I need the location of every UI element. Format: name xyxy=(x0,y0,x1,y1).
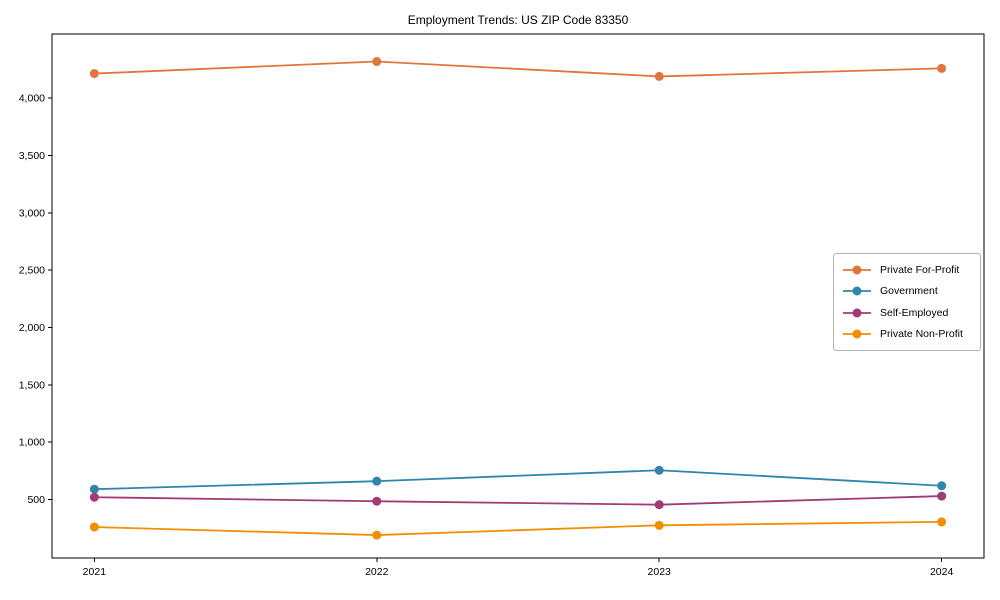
y-tick-label: 2,500 xyxy=(19,265,45,277)
x-tick-label: 2022 xyxy=(365,566,389,578)
legend-line-marker-icon xyxy=(843,265,871,275)
data-point-marker xyxy=(89,522,99,532)
series-line xyxy=(93,469,943,491)
y-tick-label: 3,500 xyxy=(19,150,45,162)
legend-marker xyxy=(852,308,862,318)
data-point-marker xyxy=(89,484,99,494)
legend-line-marker-icon xyxy=(843,286,871,296)
legend-label: Private Non-Profit xyxy=(880,328,963,341)
legend-entry: Government xyxy=(841,281,974,303)
chart-title: Employment Trends: US ZIP Code 83350 xyxy=(407,13,629,27)
y-tick-label: 1,000 xyxy=(19,437,45,449)
legend-entry: Self-Employed xyxy=(841,302,974,324)
y-tick-label: 1,500 xyxy=(19,379,45,391)
x-tick-label: 2023 xyxy=(648,566,672,578)
legend-label: Government xyxy=(880,285,938,298)
y-tick-label: 500 xyxy=(27,494,45,506)
data-point-marker xyxy=(89,69,99,79)
legend-marker xyxy=(852,329,862,339)
data-point-marker xyxy=(937,517,947,527)
x-tick-label: 2021 xyxy=(83,566,107,578)
axes-frame xyxy=(51,33,985,559)
legend-line-marker-icon xyxy=(843,329,871,339)
data-point-marker xyxy=(937,491,947,501)
data-point-marker xyxy=(654,465,664,475)
legend-entry: Private Non-Profit xyxy=(841,324,974,346)
legend-line-marker-icon xyxy=(843,308,871,318)
legend-label: Self-Employed xyxy=(880,306,949,319)
y-tick-label: 3,000 xyxy=(19,207,45,219)
data-point-marker xyxy=(937,481,947,491)
data-point-marker xyxy=(654,500,664,510)
legend: Private For-Profit Government Self-Employe… xyxy=(833,253,981,351)
x-tick-label: 2024 xyxy=(930,566,954,578)
data-point-marker xyxy=(372,496,382,506)
data-point-marker xyxy=(654,71,664,81)
data-point-marker xyxy=(89,492,99,502)
legend-label: Private For-Profit xyxy=(880,263,960,276)
y-tick-label: 4,000 xyxy=(19,93,45,105)
series-line xyxy=(93,495,943,506)
data-point-marker xyxy=(372,476,382,486)
series-line xyxy=(93,60,943,78)
data-point-marker xyxy=(654,520,664,530)
series-line xyxy=(93,520,943,536)
legend-entry: Private For-Profit xyxy=(841,259,974,281)
legend-marker xyxy=(852,265,862,275)
data-point-marker xyxy=(372,530,382,540)
data-point-marker xyxy=(372,57,382,67)
y-tick-label: 2,000 xyxy=(19,322,45,334)
legend-marker xyxy=(852,286,862,296)
data-point-marker xyxy=(937,63,947,73)
